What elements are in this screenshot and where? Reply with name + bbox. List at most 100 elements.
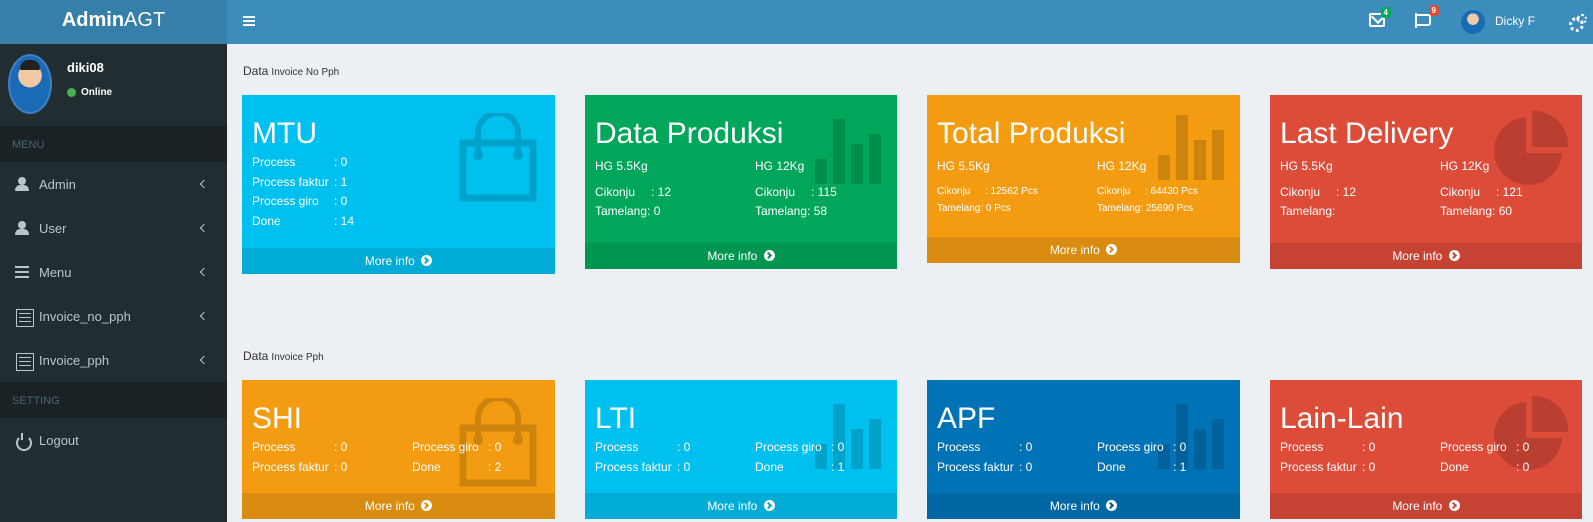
- row-value: : 0: [1362, 459, 1376, 474]
- row-key: Tamelang: [1440, 204, 1493, 218]
- row-key: Process: [252, 440, 296, 454]
- chevron-left-icon: [199, 179, 209, 189]
- shopping-bag-icon: [459, 113, 537, 202]
- row-value: : 115: [811, 184, 837, 199]
- row-key: Process faktur: [1280, 459, 1357, 474]
- row-value: : 0: [1019, 440, 1033, 454]
- box-row: Process giro : 0: [252, 192, 545, 212]
- sidebar-item-invoice-no-pph[interactable]: Invoice_no_pph: [0, 294, 227, 338]
- user-status-label: Online: [81, 87, 113, 98]
- user-name: diki08: [67, 60, 104, 75]
- sidebar-item-menu[interactable]: Menu: [0, 250, 227, 294]
- row-value: : 1: [334, 174, 348, 189]
- list-icon: [15, 265, 29, 279]
- setting-header: SETTING: [0, 382, 227, 418]
- row-key: Done: [755, 459, 784, 474]
- row-key: Process giro: [755, 440, 822, 454]
- row-key: Tamelang: [1280, 204, 1333, 218]
- row-key: Process giro: [1440, 440, 1507, 454]
- sidebar-item-admin[interactable]: Admin: [0, 162, 227, 206]
- app-logo[interactable]: AdminAGT: [0, 0, 227, 44]
- row-key: Process giro: [1097, 440, 1164, 454]
- row-key: Cikonju: [595, 184, 636, 199]
- bar-chart-icon: [1158, 404, 1224, 469]
- logo-bold: Admin: [61, 9, 125, 31]
- row-value: : 0: [677, 440, 691, 454]
- box-title: LTI: [595, 402, 637, 435]
- gears-icon[interactable]: [1569, 14, 1587, 32]
- row-key: Cikonju: [1440, 184, 1481, 199]
- row-value: : 0: [334, 459, 348, 474]
- hg-label: HG 5.5Kg: [1280, 159, 1333, 173]
- box-title: SHI: [252, 402, 303, 435]
- hg-label: HG 5.5Kg: [595, 159, 648, 173]
- sidebar: AdminAGT diki08 Online MENU Admin User M…: [0, 0, 227, 522]
- row-value: : 0: [831, 440, 845, 454]
- sidebar-item-user[interactable]: User: [0, 206, 227, 250]
- data-produksi-box: Data Produksi HG 5.5Kg HG 12Kg Cikonju: 1…: [585, 95, 897, 269]
- sidebar-item-label: Invoice_pph: [39, 352, 110, 368]
- more-info-label: More info: [707, 499, 758, 513]
- row-key: Tamelang: [755, 204, 808, 218]
- envelope-icon[interactable]: 4: [1369, 7, 1391, 27]
- apf-box: APF Process: 0 Process giro: 0 Process f…: [927, 380, 1240, 519]
- more-info-link[interactable]: More info: [242, 493, 555, 519]
- row-value: : 14: [334, 213, 355, 228]
- hg-label: HG 12Kg: [755, 159, 805, 173]
- row-key: Process: [1280, 440, 1324, 454]
- more-info-link[interactable]: More info: [927, 493, 1240, 519]
- more-info-link[interactable]: More info: [585, 493, 897, 519]
- section-label-no-pph: Data Invoice No Pph: [243, 64, 339, 78]
- sidebar-item-label: Invoice_no_pph: [39, 308, 131, 324]
- box-row: Cikonju: 12 Cikonju: 115: [595, 183, 887, 203]
- row-key: Process giro: [252, 194, 319, 208]
- row-key: Done: [252, 213, 281, 228]
- row-key: Done: [1440, 459, 1469, 474]
- row-value: : 0: [334, 155, 348, 169]
- row-value: : 58: [807, 204, 828, 218]
- row-value: : 121: [1496, 184, 1523, 199]
- navbar-avatar[interactable]: [1461, 10, 1485, 34]
- shopping-bag-icon: [459, 398, 537, 487]
- more-info-link[interactable]: More info: [1270, 243, 1582, 269]
- mail-badge: 4: [1380, 7, 1391, 18]
- flag-icon[interactable]: 9: [1415, 5, 1439, 28]
- arrow-circle-right-icon: [421, 255, 433, 266]
- more-info-label: More info: [364, 499, 415, 513]
- bar-chart-icon: [815, 119, 881, 184]
- row-value: : 0: [1019, 459, 1033, 474]
- more-info-label: More info: [1049, 243, 1100, 257]
- hamburger-menu-icon[interactable]: [243, 16, 255, 26]
- sidebar-item-logout[interactable]: Logout: [0, 418, 227, 462]
- hg-label: HG 12Kg: [1097, 159, 1147, 173]
- section-label-name: Invoice Pph: [271, 352, 324, 363]
- chevron-left-icon: [199, 311, 209, 321]
- more-info-link[interactable]: More info: [1270, 493, 1582, 519]
- row-value: : 0: [334, 194, 348, 208]
- pie-chart-icon: [1494, 395, 1569, 470]
- row-key: Done: [1097, 459, 1126, 474]
- pie-chart-icon: [1494, 110, 1569, 185]
- row-value: : 0: [334, 440, 348, 454]
- more-info-link[interactable]: More info: [585, 243, 897, 269]
- more-info-link[interactable]: More info: [242, 248, 555, 274]
- more-info-link[interactable]: More info: [927, 237, 1240, 263]
- row-key: Tamelang: [595, 204, 648, 218]
- navbar-username[interactable]: Dicky F: [1495, 14, 1535, 28]
- arrow-circle-right-icon: [1448, 250, 1460, 261]
- row-key: Tamelang: [1097, 202, 1141, 214]
- hg-header-row: HG 5.5Kg HG 12Kg: [595, 157, 887, 177]
- chevron-left-icon: [199, 223, 209, 233]
- row-value: : 12: [651, 184, 672, 199]
- box-row: Process faktur: 0 Done: 1: [937, 458, 1230, 478]
- row-value: : 64430 Pcs: [1145, 185, 1198, 197]
- user-status[interactable]: Online: [67, 87, 112, 98]
- row-value: : 0: [1173, 440, 1187, 454]
- lti-box: LTI Process: 0 Process giro: 0 Process f…: [585, 380, 897, 519]
- hg-label: HG 12Kg: [1440, 159, 1490, 173]
- bar-chart-icon: [815, 404, 881, 469]
- sidebar-item-invoice-pph[interactable]: Invoice_pph: [0, 338, 227, 382]
- row-value: : 2: [488, 459, 502, 474]
- box-row: Process faktur: 0 Done: 1: [595, 458, 887, 478]
- row-value: : 0 Pcs: [980, 202, 1011, 214]
